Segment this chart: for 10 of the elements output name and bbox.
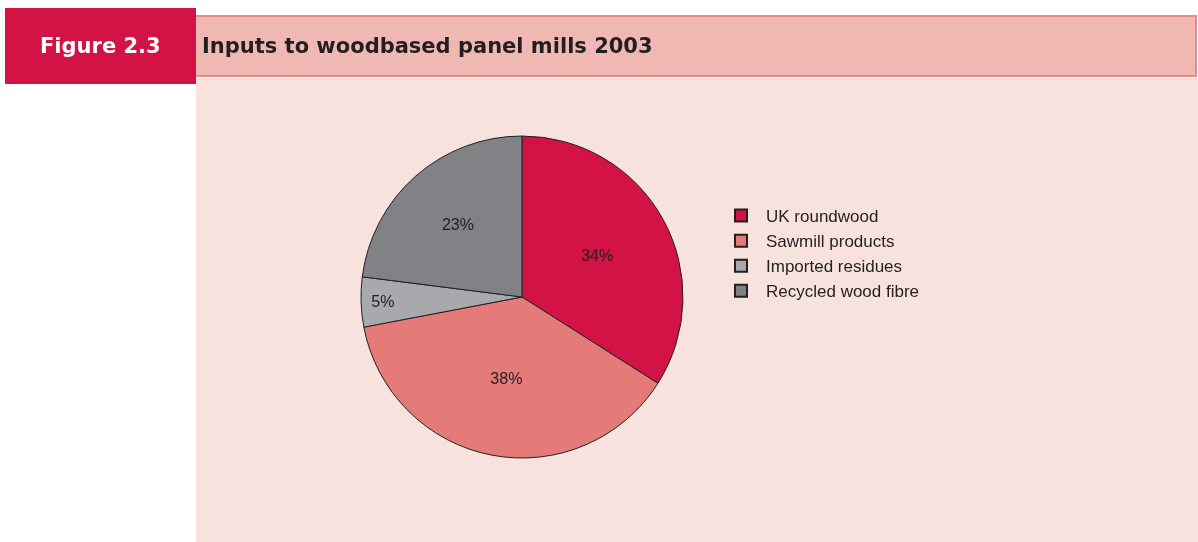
data-label: 38% xyxy=(490,370,523,388)
chart-title: Inputs to woodbased panel mills 2003 xyxy=(202,34,653,58)
legend-label: Recycled wood fibre xyxy=(766,282,920,302)
caption: Figure 2.3 xyxy=(40,34,161,58)
legend-label: Imported residues xyxy=(766,257,903,277)
data-label: 34% xyxy=(581,247,614,265)
legend-label: Sawmill products xyxy=(766,232,895,252)
data-label: 5% xyxy=(371,292,395,310)
data-label: 23% xyxy=(441,215,474,233)
legend-label: UK roundwood xyxy=(766,207,879,227)
